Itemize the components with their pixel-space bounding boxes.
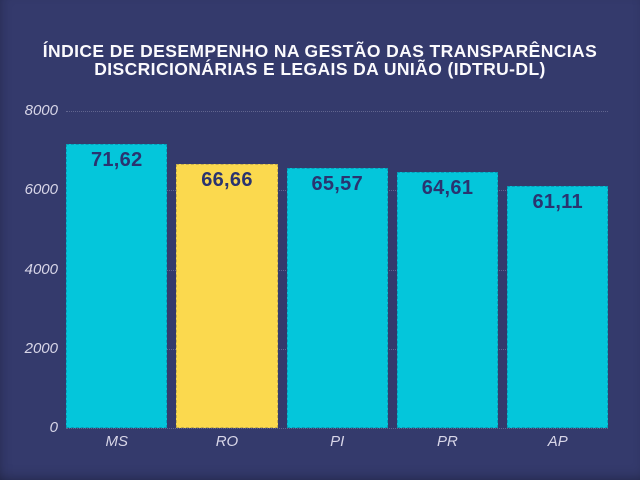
bar-value-label-MS: 71,62 xyxy=(90,149,143,172)
bar-PR: 64,61 xyxy=(396,171,499,428)
bar-value-label-AP: 61,11 xyxy=(532,190,583,213)
y-axis-tick-2000: 2000 xyxy=(24,339,58,357)
chart-title: ÍNDICE DE DESEMPENHO NA GESTÃO DAS TRANS… xyxy=(0,42,640,78)
x-axis-label-MS: MS xyxy=(105,433,128,450)
bar-PI: 65,57 xyxy=(286,168,388,428)
x-axis-label-RO: RO xyxy=(215,433,239,450)
chart-title-line2: DISCRICIONÁRIAS E LEGAIS DA UNIÃO (IDTRU… xyxy=(94,59,546,79)
x-axis-label-AP: AP xyxy=(547,433,568,450)
y-axis-tick-0: 0 xyxy=(49,419,58,436)
bar-value-label-PI: 65,57 xyxy=(311,173,363,196)
x-axis-label-PI: PI xyxy=(330,433,345,450)
bar-AP: 61,11 xyxy=(507,185,609,428)
gridline-0 xyxy=(66,428,608,429)
x-axis-label-PR: PR xyxy=(437,433,458,450)
y-axis-tick-6000: 6000 xyxy=(24,181,58,199)
bar-RO: 66,66 xyxy=(176,163,278,428)
chart-title-line1: ÍNDICE DE DESEMPENHO NA GESTÃO DAS TRANS… xyxy=(42,41,598,61)
y-axis-tick-4000: 4000 xyxy=(24,260,58,278)
bar-value-label-RO: 66,66 xyxy=(201,168,253,191)
bar-value-label-PR: 64,61 xyxy=(421,176,474,199)
gridline-8000 xyxy=(66,111,608,112)
y-axis-tick-8000: 8000 xyxy=(24,102,58,119)
bar-MS: 71,62 xyxy=(66,144,168,428)
